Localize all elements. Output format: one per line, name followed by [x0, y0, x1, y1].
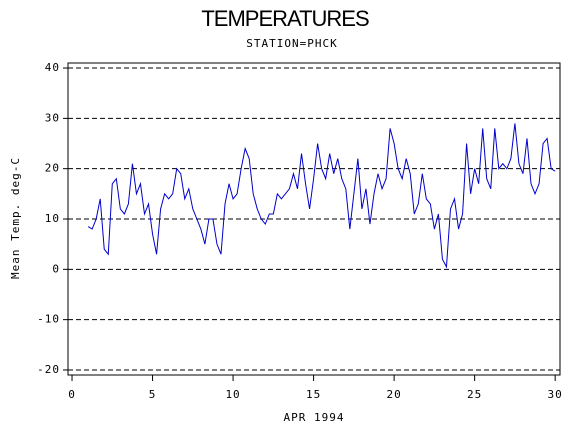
y-axis-label: Mean Temp. deg-C	[9, 157, 22, 279]
x-tick-label: 0	[68, 388, 76, 401]
x-tick-label: 25	[467, 388, 482, 401]
y-tick-label: 10	[45, 212, 60, 225]
x-tick-label: 15	[306, 388, 321, 401]
y-tick-label: 0	[52, 262, 60, 275]
x-tick-label: 20	[386, 388, 401, 401]
chart-subtitle: STATION=PHCK	[246, 37, 337, 50]
x-axis-label: APR 1994	[284, 411, 345, 424]
x-tick-label: 30	[548, 388, 563, 401]
y-tick-label: 30	[45, 111, 60, 124]
y-tick-label: 40	[45, 61, 60, 74]
x-tick-label: 5	[149, 388, 157, 401]
x-tick-label: 10	[225, 388, 240, 401]
y-tick-label: -10	[37, 313, 60, 326]
data-line	[87, 123, 556, 269]
y-tick-label: 20	[45, 162, 60, 175]
chart-title: TEMPERATURES	[201, 6, 369, 31]
y-tick-label: -20	[37, 363, 60, 376]
